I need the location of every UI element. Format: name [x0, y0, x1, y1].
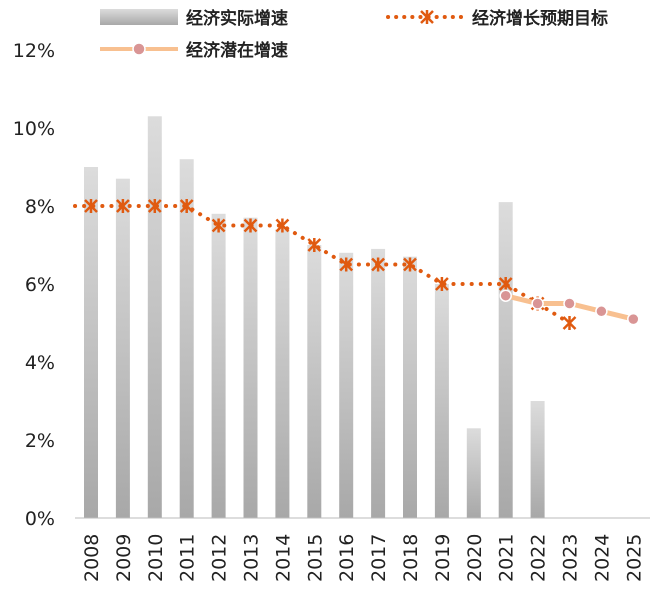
x-tick-label: 2020	[464, 534, 486, 582]
y-tick-label: 2%	[25, 430, 55, 452]
bar	[179, 159, 194, 518]
target-marker	[84, 199, 98, 213]
bar	[498, 202, 513, 518]
y-tick-label: 4%	[25, 352, 55, 374]
y-tick-label: 6%	[25, 274, 55, 296]
x-tick-label: 2022	[528, 534, 550, 582]
legend-label: 经济实际增速	[186, 8, 288, 29]
legend-label: 经济潜在增速	[186, 40, 288, 61]
bar	[403, 256, 417, 518]
bar	[275, 229, 290, 518]
x-tick-label: 2021	[496, 534, 518, 582]
target-marker	[243, 218, 258, 233]
target-marker	[307, 238, 322, 252]
bar	[243, 217, 258, 518]
potential-marker	[563, 297, 576, 310]
legend-bar-swatch	[100, 9, 178, 25]
legend-item-target: 经济增长预期目标	[386, 8, 608, 29]
bar	[466, 428, 481, 518]
x-tick-label: 2024	[591, 534, 613, 582]
potential-marker	[595, 305, 608, 318]
legend-asterisk-icon	[420, 10, 434, 24]
bar	[115, 178, 130, 518]
y-tick-label: 12%	[13, 40, 55, 62]
x-tick-label: 2012	[209, 534, 231, 582]
legend-circle-icon	[132, 42, 146, 56]
y-axis: 0% 2% 4% 6% 8% 10% 12%	[13, 40, 55, 530]
x-tick-label: 2011	[177, 534, 199, 582]
bars	[84, 116, 545, 519]
legend-item-actual: 经济实际增速	[100, 8, 288, 29]
x-tick-label: 2019	[432, 534, 454, 582]
legend: 经济实际增速 经济增长预期目标 经济潜在增速	[100, 8, 608, 61]
target-marker	[339, 257, 354, 272]
x-tick-label: 2016	[336, 534, 358, 582]
x-tick-label: 2014	[272, 534, 294, 582]
legend-item-potential: 经济潜在增速	[100, 40, 288, 61]
x-tick-label: 2013	[241, 534, 263, 582]
bar	[371, 248, 386, 518]
bar	[147, 116, 162, 519]
target-marker	[562, 316, 577, 330]
y-tick-label: 8%	[25, 196, 55, 218]
x-tick-label: 2025	[623, 534, 645, 582]
target-marker	[275, 218, 290, 233]
bar	[434, 284, 449, 518]
potential-marker	[627, 312, 640, 326]
target-line	[73, 204, 572, 325]
target-marker	[116, 199, 130, 213]
x-tick-label: 2010	[145, 534, 167, 582]
lines	[73, 199, 640, 330]
target-marker	[147, 199, 162, 213]
target-marker	[435, 277, 449, 291]
x-tick-label: 2015	[304, 534, 326, 582]
x-tick-label: 2018	[400, 534, 422, 582]
y-tick-label: 10%	[13, 118, 55, 140]
bar	[84, 167, 98, 518]
target-marker	[498, 277, 513, 291]
bar	[339, 252, 354, 519]
target-marker	[211, 218, 226, 233]
bar	[211, 213, 226, 519]
bar	[530, 401, 545, 518]
legend-label: 经济增长预期目标	[472, 8, 608, 29]
y-tick-label: 0%	[25, 508, 55, 530]
target-marker	[371, 257, 385, 272]
bar	[307, 245, 322, 518]
x-axis: 2008 2009 2010 2011 2012 2013 2014 2015 2016 2017…	[81, 534, 645, 582]
x-tick-label: 2023	[560, 534, 582, 582]
potential-marker	[499, 289, 512, 302]
x-tick-label: 2009	[113, 534, 135, 582]
x-tick-label: 2008	[81, 534, 103, 582]
potential-marker	[531, 297, 544, 310]
target-marker	[403, 257, 417, 272]
target-marker	[179, 199, 194, 213]
x-tick-label: 2017	[368, 534, 390, 582]
